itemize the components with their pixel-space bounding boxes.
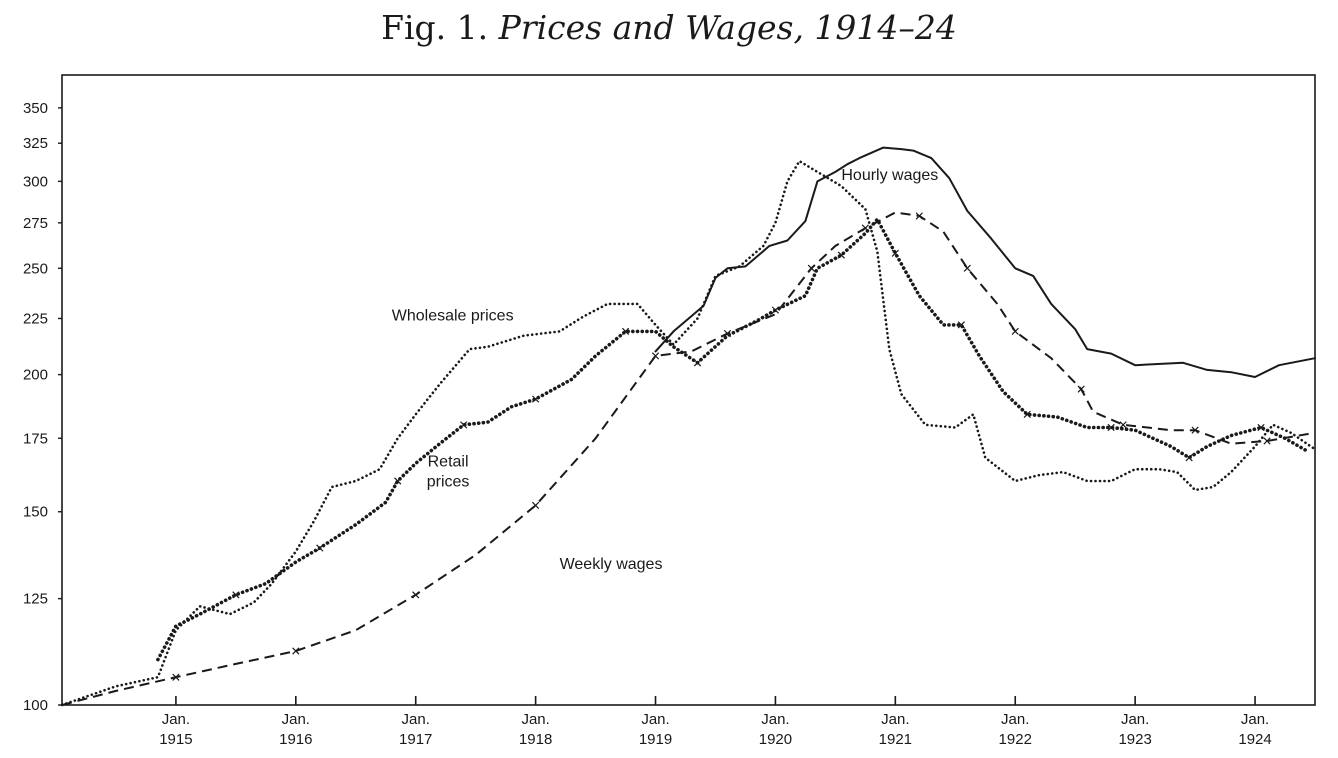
y-tick-label: 150 [23, 504, 48, 521]
x-tick-label-month: Jan. [881, 711, 909, 728]
series-label-hourly-wages: Hourly wages [841, 167, 938, 184]
y-tick-label: 325 [23, 135, 48, 152]
plot-frame [61, 74, 1316, 706]
y-tick-label: 300 [23, 173, 48, 190]
series-label-retail-prices: Retail [428, 453, 469, 470]
series-layer [60, 146, 1317, 707]
y-tick-label: 250 [23, 260, 48, 277]
data-point-retail-prices [621, 327, 630, 335]
x-tick-label-year: 1915 [159, 731, 192, 748]
data-point-weekly-wages [1263, 437, 1271, 445]
data-point-retail-prices [316, 544, 324, 552]
y-tick-label: 100 [23, 697, 48, 714]
x-tick-label-month: Jan. [761, 711, 789, 728]
x-tick-label-year: 1923 [1118, 731, 1151, 748]
x-tick-label-month: Jan. [1241, 711, 1269, 728]
data-point-retail-prices [957, 321, 965, 329]
series-label-wholesale-prices: Wholesale prices [392, 308, 514, 325]
data-point-weekly-wages [292, 647, 300, 655]
y-tick-label: 125 [23, 591, 48, 608]
series-label-weekly-wages: Weekly wages [560, 556, 663, 573]
data-point-weekly-wages [412, 591, 420, 599]
data-point-retail-prices [1185, 454, 1193, 462]
chart-title-prefix: Fig. 1. [381, 8, 489, 47]
data-point-weekly-wages [807, 264, 816, 272]
x-tick-label-month: Jan. [1001, 711, 1029, 728]
data-point-weekly-wages [915, 212, 923, 220]
data-point-retail-prices [531, 395, 540, 403]
x-tick-label-month: Jan. [402, 711, 430, 728]
data-point-weekly-wages [1077, 385, 1085, 393]
x-tick-label-year: 1921 [879, 731, 912, 748]
data-point-retail-prices [891, 249, 899, 257]
data-point-weekly-wages [651, 352, 660, 360]
series-line-weekly-wages [61, 211, 1316, 706]
x-tick-label-year: 1916 [279, 731, 312, 748]
x-tick-label-month: Jan. [521, 711, 549, 728]
x-axis: Jan. 1915 Jan. 1916 Jan. 1917 Jan. 1918 Jan. 1919… [159, 696, 1272, 748]
x-tick-label-month: Jan. [641, 711, 669, 728]
y-tick-label: 175 [23, 430, 48, 447]
series-line-retail-prices [156, 217, 1311, 662]
x-tick-label-year: 1922 [999, 731, 1032, 748]
y-tick-label: 275 [23, 215, 48, 232]
x-tick-label-year: 1920 [759, 731, 792, 748]
x-tick-label-year: 1917 [399, 731, 432, 748]
series-labels: Hourly wages Weekly wages Retail prices Whol… [392, 167, 939, 573]
series-label-retail-prices: prices [427, 473, 470, 490]
data-point-retail-prices [1023, 410, 1031, 418]
data-point-retail-prices [460, 421, 468, 429]
chart-title-main: Prices and Wages, 1914–24 [498, 8, 957, 47]
data-point-weekly-wages [172, 673, 180, 681]
data-point-retail-prices [771, 306, 780, 314]
data-point-retail-prices [232, 591, 240, 599]
data-point-weekly-wages [1191, 426, 1199, 434]
data-point-retail-prices [693, 359, 702, 367]
x-tick-label-month: Jan. [162, 711, 190, 728]
x-tick-label-month: Jan. [1121, 711, 1149, 728]
data-point-weekly-wages [1011, 327, 1019, 335]
x-tick-label-year: 1918 [519, 731, 552, 748]
data-point-weekly-wages [1119, 421, 1127, 429]
x-tick-label-month: Jan. [282, 711, 310, 728]
series-line-hourly-wages [654, 146, 1316, 378]
data-point-retail-prices [837, 251, 846, 259]
series-line-wholesale-prices [60, 159, 1317, 707]
data-point-weekly-wages [531, 501, 540, 510]
x-tick-label-year: 1919 [639, 731, 672, 748]
data-point-retail-prices [1257, 423, 1265, 432]
y-tick-label: 200 [23, 367, 48, 384]
data-point-retail-prices [394, 477, 402, 485]
data-point-weekly-wages [963, 264, 971, 272]
x-tick-label-year: 1924 [1238, 731, 1271, 748]
y-tick-label: 225 [23, 310, 48, 327]
chart-title: Fig. 1. Prices and Wages, 1914–24 [0, 8, 1338, 47]
data-point-retail-prices [1107, 423, 1115, 432]
y-tick-label: 350 [23, 100, 48, 117]
y-axis: 100 125 150 175 200 225 250 275 300 325 350 [23, 100, 62, 714]
